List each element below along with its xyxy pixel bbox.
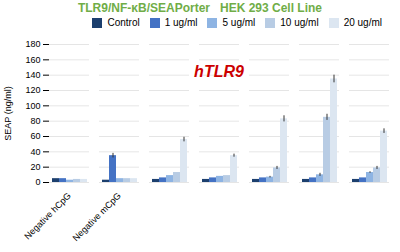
svg-text:0: 0 [35,177,40,187]
svg-text:Negative mCpG: Negative mCpG [71,191,123,243]
html-text:1 ug/ml: 1 ug/ml [164,17,198,28]
html-text:20 ug/ml: 20 ug/ml [343,17,382,28]
html-text:Control: Control [107,17,140,28]
svg-text:40: 40 [30,147,40,157]
html-text:hTLR9: hTLR9 [194,62,244,80]
svg-text:80: 80 [30,116,40,126]
svg-text:160: 160 [25,55,40,65]
svg-text:180: 180 [25,39,40,49]
svg-text:Negative hCpG: Negative hCpG [22,191,73,242]
svg-text:100: 100 [25,101,40,111]
svg-text:20: 20 [30,162,40,172]
html-text:TLR9/NF-κB/SEAPorter HEK 293 C: TLR9/NF-κB/SEAPorter HEK 293 Cell Line [78,1,322,15]
svg-text:140: 140 [25,70,40,80]
svg-text:120: 120 [25,85,40,95]
html-text:10 ug/ml: 10 ug/ml [280,17,319,28]
svg-text:60: 60 [30,131,40,141]
svg-text:SEAP (ng/ml): SEAP (ng/ml) [3,86,13,140]
html-text:5 ug/ml: 5 ug/ml [222,17,256,28]
